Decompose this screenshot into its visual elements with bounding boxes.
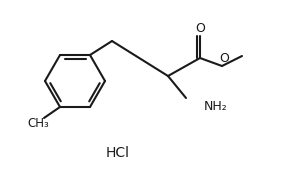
- Text: HCl: HCl: [106, 146, 130, 160]
- Text: CH₃: CH₃: [27, 117, 49, 130]
- Text: O: O: [195, 21, 205, 34]
- Text: O: O: [219, 52, 229, 66]
- Text: NH₂: NH₂: [204, 99, 228, 112]
